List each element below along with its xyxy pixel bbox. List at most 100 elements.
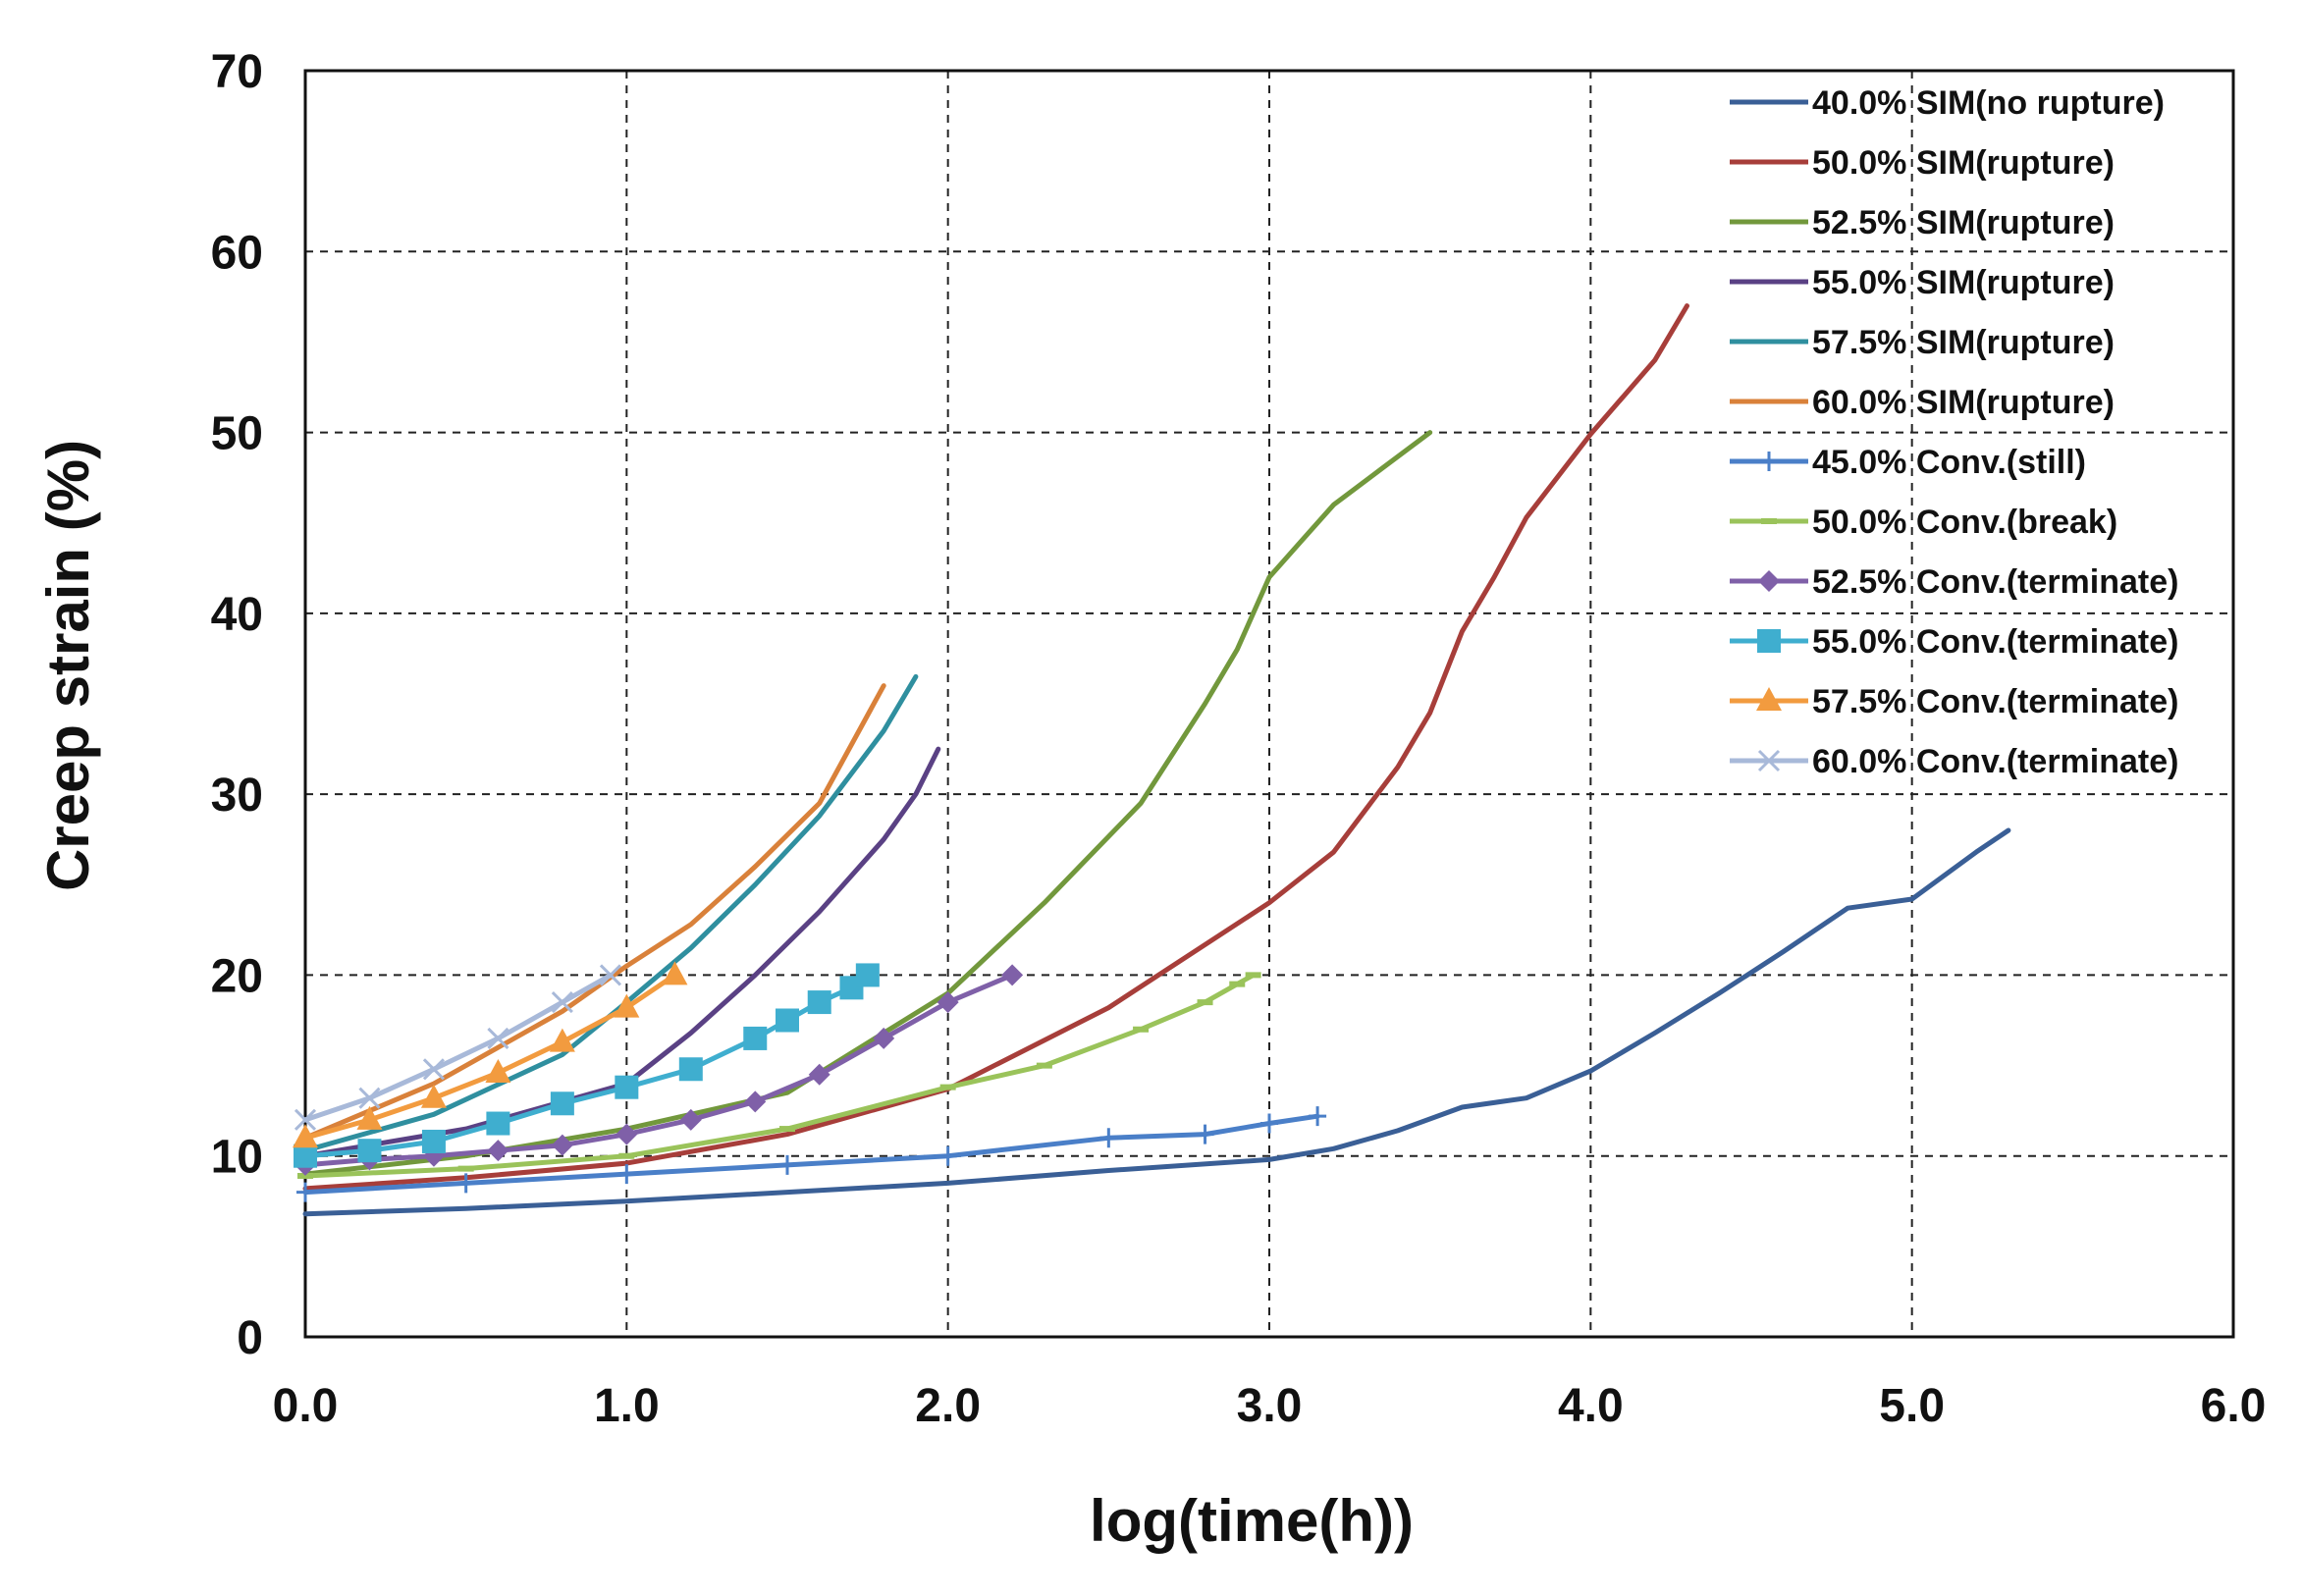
data-point xyxy=(549,1028,575,1052)
y-tick-label: 60 xyxy=(211,227,263,279)
series-11 xyxy=(293,961,688,1148)
series-line xyxy=(302,972,1015,1168)
data-point xyxy=(296,1182,314,1202)
legend-label: 57.5% Conv.(terminate) xyxy=(1812,683,2178,720)
legend-label: 52.5% SIM(rupture) xyxy=(1812,204,2115,241)
legend-item: 50.0% SIM(rupture) xyxy=(1730,144,2115,182)
data-point xyxy=(551,1134,573,1156)
legend-label: 60.0% Conv.(terminate) xyxy=(1812,743,2178,780)
data-point xyxy=(614,993,640,1018)
x-axis-title: log(time(h)) xyxy=(1090,1488,1414,1554)
data-point xyxy=(778,1154,796,1175)
series-6 xyxy=(302,683,886,1141)
series-line xyxy=(302,972,1257,1179)
x-tick-label: 1.0 xyxy=(594,1380,660,1432)
data-point xyxy=(1001,964,1024,986)
legend: 40.0% SIM(no rupture) 50.0% SIM(rupture) 5… xyxy=(1730,84,2178,780)
legend-marker xyxy=(1758,570,1780,592)
series-7 xyxy=(296,1106,1327,1202)
legend-item: 60.0% SIM(rupture) xyxy=(1730,384,2115,421)
data-point xyxy=(678,1057,703,1082)
data-point xyxy=(744,1091,767,1113)
data-point xyxy=(743,1026,768,1050)
series-line xyxy=(302,303,1689,1192)
data-point xyxy=(487,1027,509,1049)
x-tick-label: 6.0 xyxy=(2201,1380,2267,1432)
y-tick-label: 20 xyxy=(211,950,263,1002)
legend-marker xyxy=(1756,687,1782,711)
series-4 xyxy=(302,746,941,1159)
legend-item: 52.5% Conv.(terminate) xyxy=(1730,563,2178,601)
data-point xyxy=(422,1058,445,1081)
data-point xyxy=(873,1027,895,1049)
data-point xyxy=(486,1111,510,1136)
legend-item: 52.5% SIM(rupture) xyxy=(1730,204,2115,241)
data-point xyxy=(679,1108,702,1131)
series-group xyxy=(293,303,2011,1217)
data-point xyxy=(487,1140,509,1162)
series-10 xyxy=(294,963,880,1168)
y-tick-label: 0 xyxy=(237,1312,263,1364)
data-point xyxy=(420,1084,447,1108)
series-line xyxy=(302,673,919,1153)
data-point xyxy=(855,963,880,987)
legend-label: 40.0% SIM(no rupture) xyxy=(1812,84,2165,122)
legend-item: 57.5% SIM(rupture) xyxy=(1730,324,2115,361)
x-tick-label: 3.0 xyxy=(1237,1380,1303,1432)
data-point xyxy=(456,1173,475,1194)
series-1 xyxy=(302,827,2011,1217)
data-point xyxy=(356,1105,383,1130)
data-point xyxy=(616,1123,638,1145)
data-point xyxy=(1309,1106,1327,1127)
x-tick-label: 0.0 xyxy=(273,1380,339,1432)
y-tick-label: 40 xyxy=(211,589,263,641)
y-tick-label: 30 xyxy=(211,770,263,822)
series-line xyxy=(302,972,614,1123)
data-point xyxy=(421,1129,446,1153)
data-point xyxy=(293,1124,318,1148)
data-point xyxy=(776,1008,799,1033)
legend-item: 57.5% Conv.(terminate) xyxy=(1730,683,2178,720)
legend-label: 55.0% SIM(rupture) xyxy=(1812,264,2115,301)
data-point xyxy=(358,1087,381,1109)
data-point xyxy=(1260,1113,1278,1134)
plot-frame xyxy=(303,69,2235,1339)
legend-marker xyxy=(1760,452,1778,471)
legend-label: 60.0% SIM(rupture) xyxy=(1812,384,2115,421)
data-point xyxy=(599,964,622,986)
series-3 xyxy=(302,430,1433,1177)
data-point xyxy=(807,990,831,1015)
series-line xyxy=(302,746,941,1159)
x-tick-label: 2.0 xyxy=(915,1380,981,1432)
data-point xyxy=(551,991,573,1014)
legend-marker xyxy=(1757,749,1781,772)
tick-labels: 0.0 1.0 2.0 3.0 4.0 5.0 6.0 0 10 20 30 40 50 60 70 xyxy=(211,46,2267,1432)
data-point xyxy=(1099,1128,1118,1148)
data-point xyxy=(662,961,688,985)
legend-item: 50.0% Conv.(break) xyxy=(1730,504,2117,541)
data-point xyxy=(294,1144,317,1168)
x-tick-label: 5.0 xyxy=(1879,1380,1945,1432)
y-tick-label: 10 xyxy=(211,1132,263,1184)
data-point xyxy=(808,1063,830,1086)
x-tick-label: 4.0 xyxy=(1558,1380,1624,1432)
data-point xyxy=(485,1058,511,1083)
legend-label: 50.0% SIM(rupture) xyxy=(1812,144,2115,182)
series-line xyxy=(302,827,2011,1217)
series-2 xyxy=(302,303,1689,1192)
legend-item: 55.0% SIM(rupture) xyxy=(1730,264,2115,301)
legend-marker xyxy=(1757,629,1781,653)
legend-label: 57.5% SIM(rupture) xyxy=(1812,324,2115,361)
legend-label: 50.0% Conv.(break) xyxy=(1812,504,2117,541)
data-point xyxy=(294,1108,317,1131)
legend-item: 45.0% Conv.(still) xyxy=(1730,444,2086,481)
data-point xyxy=(617,1164,636,1185)
legend-label: 52.5% Conv.(terminate) xyxy=(1812,563,2178,601)
data-point xyxy=(357,1139,382,1163)
data-point xyxy=(615,1075,639,1099)
legend-item: 60.0% Conv.(terminate) xyxy=(1730,743,2178,780)
series-5 xyxy=(302,673,919,1153)
data-point xyxy=(937,991,959,1014)
legend-item: 40.0% SIM(no rupture) xyxy=(1730,84,2165,122)
data-point xyxy=(1196,1124,1214,1144)
